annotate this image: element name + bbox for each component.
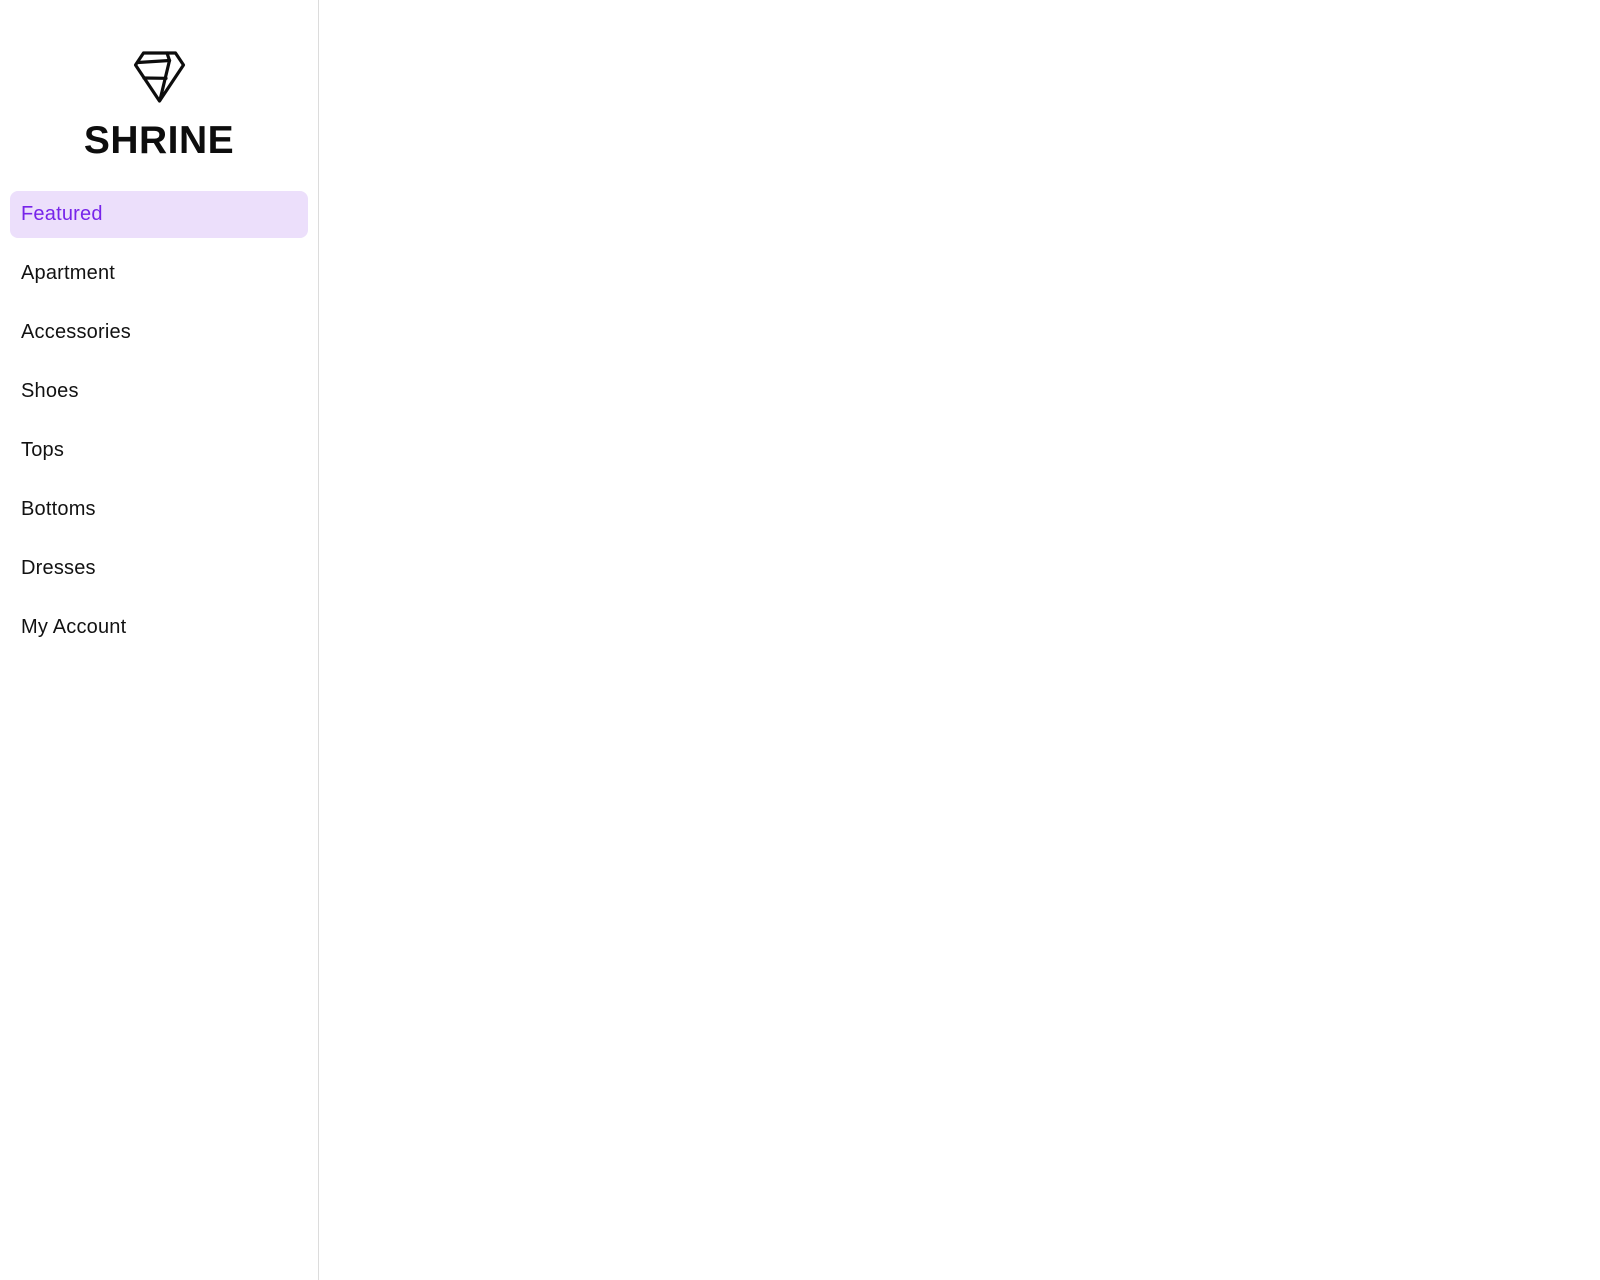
nav-item-tops[interactable]: Tops [10, 427, 308, 474]
brand-block: SHRINE [0, 0, 318, 160]
sidebar-nav: Featured Apartment Accessories Shoes Top… [0, 191, 318, 663]
nav-item-label: Shoes [21, 380, 79, 402]
nav-item-label: Bottoms [21, 498, 96, 520]
shrine-diamond-icon [133, 51, 185, 103]
nav-item-label: My Account [21, 616, 127, 638]
nav-item-apartment[interactable]: Apartment [10, 250, 308, 297]
main-content [319, 0, 1600, 1280]
nav-item-accessories[interactable]: Accessories [10, 309, 308, 356]
nav-item-label: Featured [21, 203, 103, 225]
nav-item-label: Dresses [21, 557, 96, 579]
nav-item-shoes[interactable]: Shoes [10, 368, 308, 415]
nav-item-dresses[interactable]: Dresses [10, 545, 308, 592]
sidebar: SHRINE Featured Apartment Accessories Sh… [0, 0, 319, 1280]
brand-title: SHRINE [83, 119, 235, 162]
nav-item-label: Accessories [21, 321, 132, 343]
nav-item-label: Apartment [21, 262, 116, 284]
nav-item-my-account[interactable]: My Account [10, 604, 308, 651]
nav-item-label: Tops [21, 439, 65, 461]
nav-item-featured[interactable]: Featured [10, 191, 308, 238]
nav-item-bottoms[interactable]: Bottoms [10, 486, 308, 533]
